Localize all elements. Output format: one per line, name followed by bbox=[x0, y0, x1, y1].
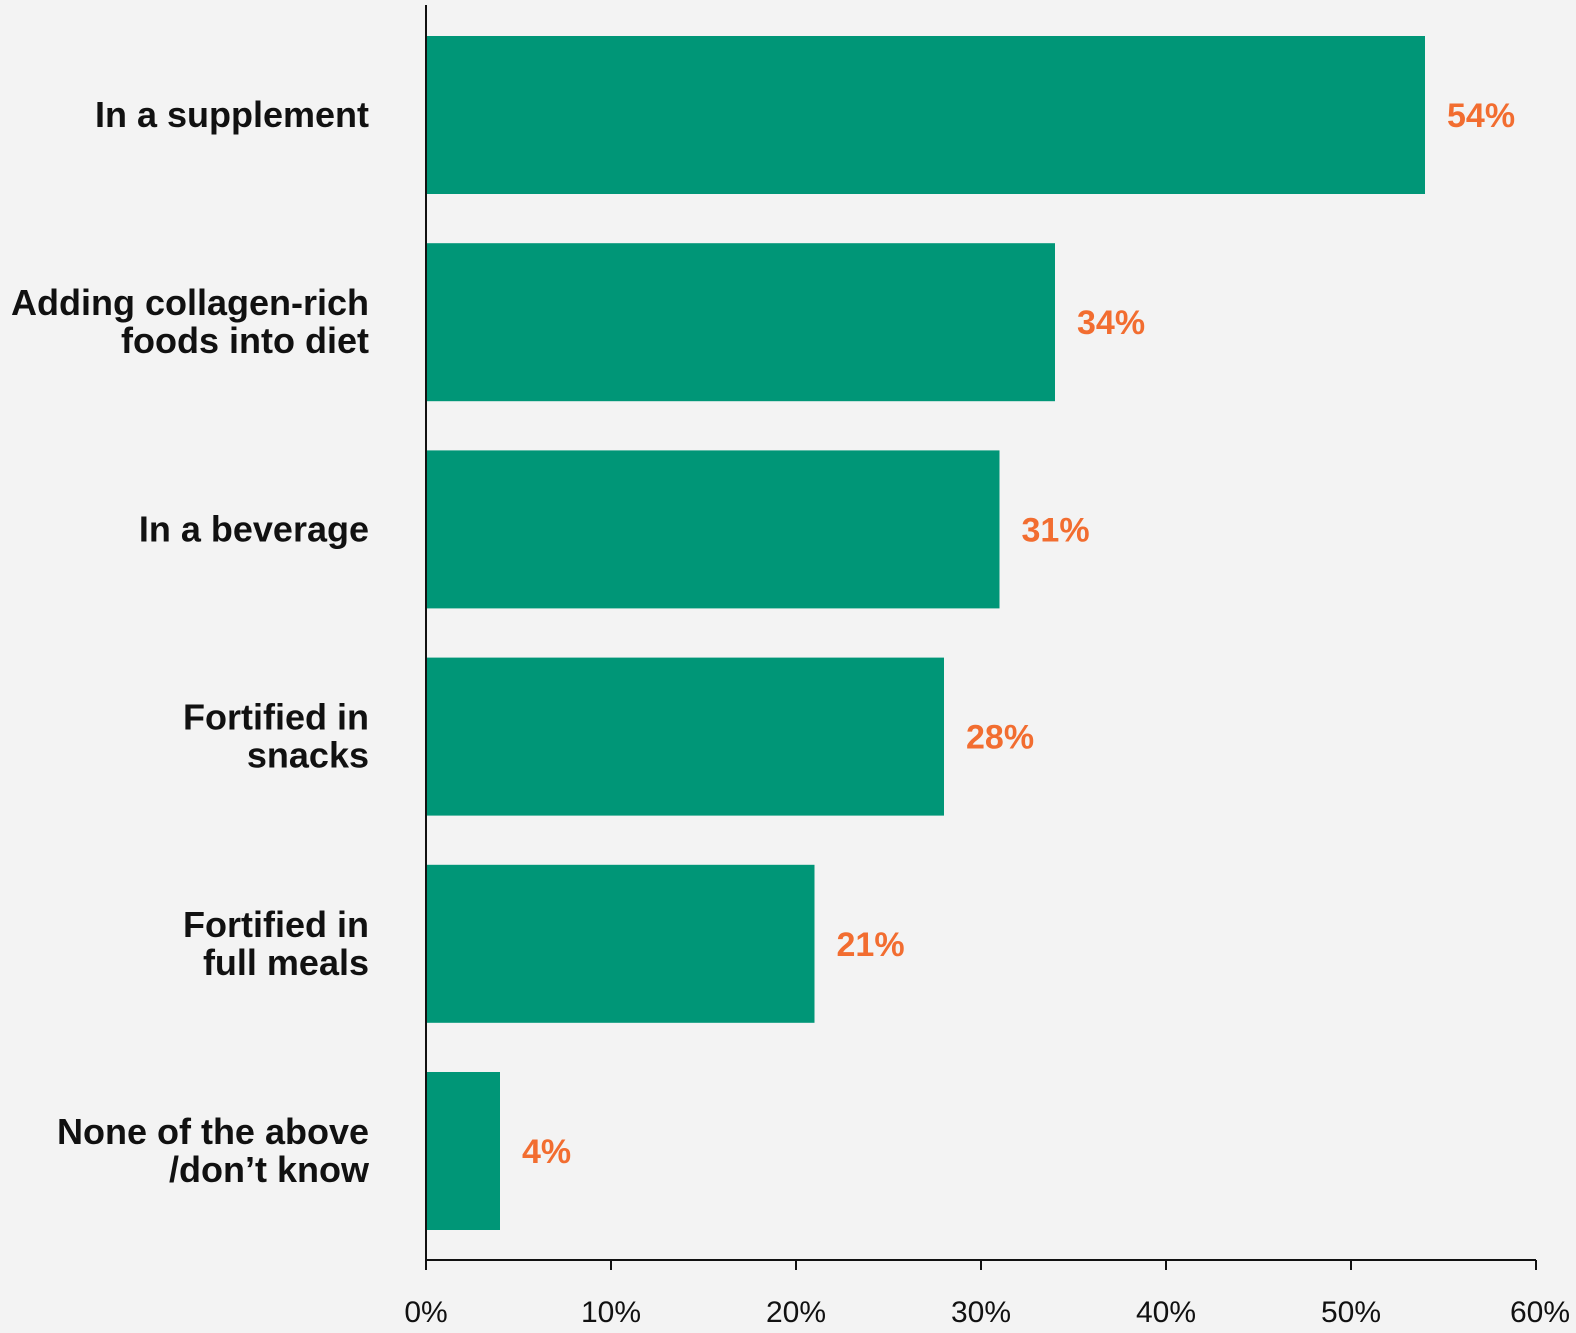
value-label-4: 21% bbox=[837, 926, 905, 964]
bar-0 bbox=[426, 36, 1425, 194]
category-label-3-line-1: snacks bbox=[247, 735, 369, 776]
bar-5 bbox=[426, 1072, 500, 1230]
category-label-3-line-0: Fortified in bbox=[183, 697, 369, 738]
axes: 0% 10% 20% 30% 40% 50% 60% bbox=[404, 5, 1570, 1329]
category-label-5-line-1: /don’t know bbox=[169, 1149, 370, 1190]
x-tick-label-1: 10% bbox=[581, 1296, 641, 1329]
value-label-0: 54% bbox=[1447, 97, 1515, 135]
bars-layer bbox=[426, 36, 1425, 1230]
value-label-2: 31% bbox=[1022, 511, 1090, 549]
category-label-4-line-1: full meals bbox=[203, 942, 369, 983]
x-tick-label-4: 40% bbox=[1136, 1296, 1196, 1329]
value-labels: 54% 34% 31% 28% 21% 4% bbox=[522, 97, 1515, 1171]
value-label-5: 4% bbox=[522, 1133, 571, 1171]
bar-3 bbox=[426, 657, 944, 816]
category-label-5-line-0: None of the above bbox=[57, 1111, 369, 1152]
category-label-1-line-1: foods into diet bbox=[121, 320, 369, 361]
bar-4 bbox=[426, 864, 815, 1023]
x-tick-label-2: 20% bbox=[766, 1296, 826, 1329]
category-label-0: In a supplement bbox=[95, 94, 369, 135]
bar-2 bbox=[426, 450, 1000, 609]
category-label-2: In a beverage bbox=[139, 508, 369, 549]
x-tick-label-5: 50% bbox=[1321, 1296, 1381, 1329]
value-label-3: 28% bbox=[966, 719, 1034, 757]
category-label-4-line-0: Fortified in bbox=[183, 904, 369, 945]
x-tick-label-3: 30% bbox=[951, 1296, 1011, 1329]
category-label-1-line-0: Adding collagen-rich bbox=[11, 282, 369, 323]
bar-1 bbox=[426, 243, 1055, 402]
x-tick-label-6: 60% bbox=[1510, 1296, 1570, 1329]
category-labels: In a supplement Adding collagen-richfoods… bbox=[11, 94, 370, 1190]
x-tick-label-0: 0% bbox=[404, 1296, 447, 1329]
value-label-1: 34% bbox=[1077, 304, 1145, 342]
